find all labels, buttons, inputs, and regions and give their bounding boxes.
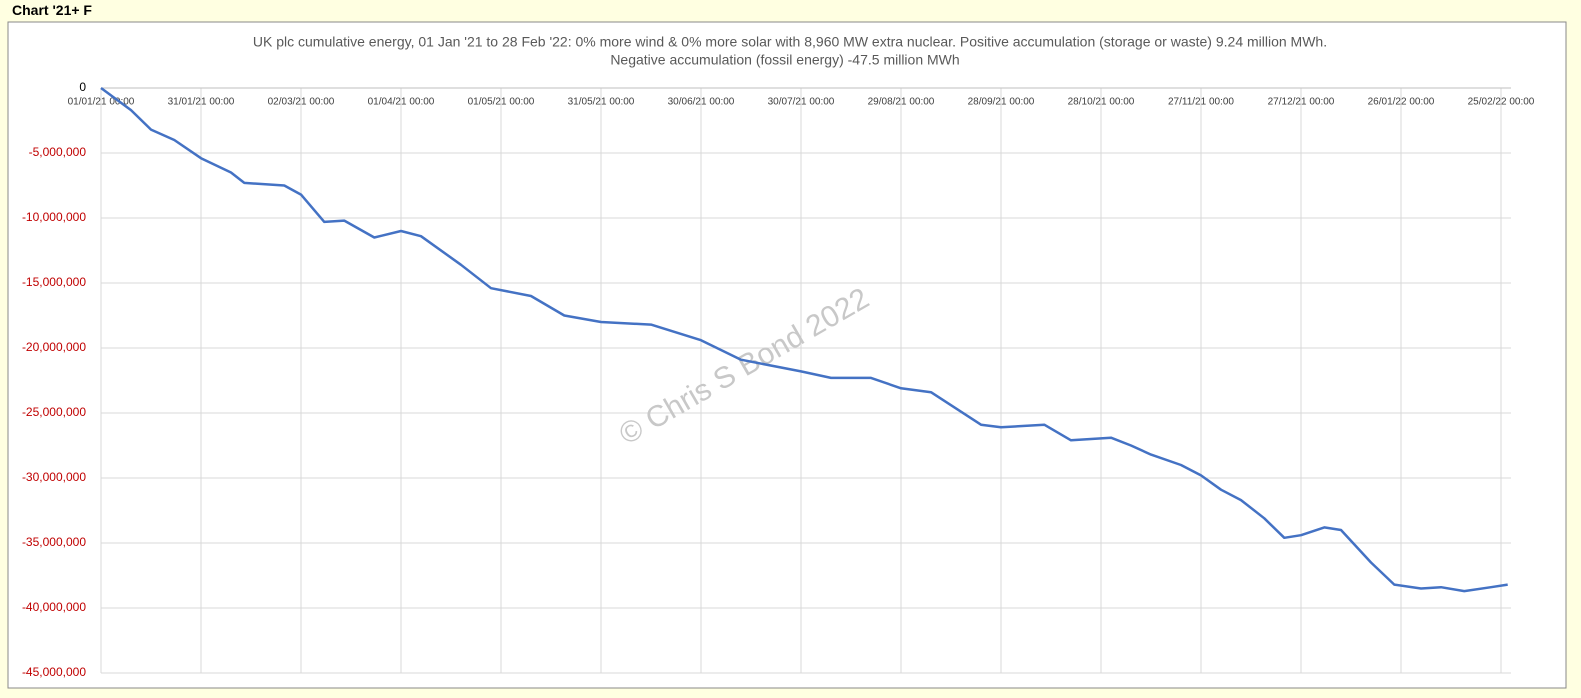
y-tick-label: -25,000,000 xyxy=(22,405,86,419)
y-tick-label: -45,000,000 xyxy=(22,665,86,679)
y-tick-label: -40,000,000 xyxy=(22,600,86,614)
chart-title: UK plc cumulative energy, 01 Jan '21 to … xyxy=(253,34,1327,50)
x-tick-label: 27/12/21 00:00 xyxy=(1268,97,1335,108)
x-tick-label: 30/06/21 00:00 xyxy=(668,97,735,108)
data-line xyxy=(100,86,1508,593)
y-tick-label: -35,000,000 xyxy=(22,535,86,549)
x-tick-label: 31/01/21 00:00 xyxy=(168,97,235,108)
x-tick-label: 25/02/22 00:00 xyxy=(1468,97,1535,108)
x-tick-label: 26/01/22 00:00 xyxy=(1368,97,1435,108)
x-tick-label: 28/09/21 00:00 xyxy=(968,97,1035,108)
y-tick-label: -30,000,000 xyxy=(22,470,86,484)
x-tick-label: 02/03/21 00:00 xyxy=(268,97,335,108)
x-tick-label: 28/10/21 00:00 xyxy=(1068,97,1135,108)
x-tick-label: 31/05/21 00:00 xyxy=(568,97,635,108)
y-tick-label: -5,000,000 xyxy=(29,145,87,159)
y-tick-label: 0 xyxy=(79,80,86,94)
chart-area xyxy=(7,21,1567,689)
y-tick-label: -20,000,000 xyxy=(22,340,86,354)
sheet-label: Chart '21+ F xyxy=(12,2,92,18)
y-tick-label: -10,000,000 xyxy=(22,210,86,224)
chart-subtitle: Negative accumulation (fossil energy) -4… xyxy=(610,52,959,68)
x-tick-label: 30/07/21 00:00 xyxy=(768,97,835,108)
y-tick-label: -15,000,000 xyxy=(22,275,86,289)
x-tick-label: 01/04/21 00:00 xyxy=(368,97,435,108)
x-tick-label: 29/08/21 00:00 xyxy=(868,97,935,108)
x-tick-label: 01/01/21 00:00 xyxy=(68,97,135,108)
x-tick-label: 27/11/21 00:00 xyxy=(1168,97,1234,108)
x-tick-label: 01/05/21 00:00 xyxy=(468,97,535,108)
